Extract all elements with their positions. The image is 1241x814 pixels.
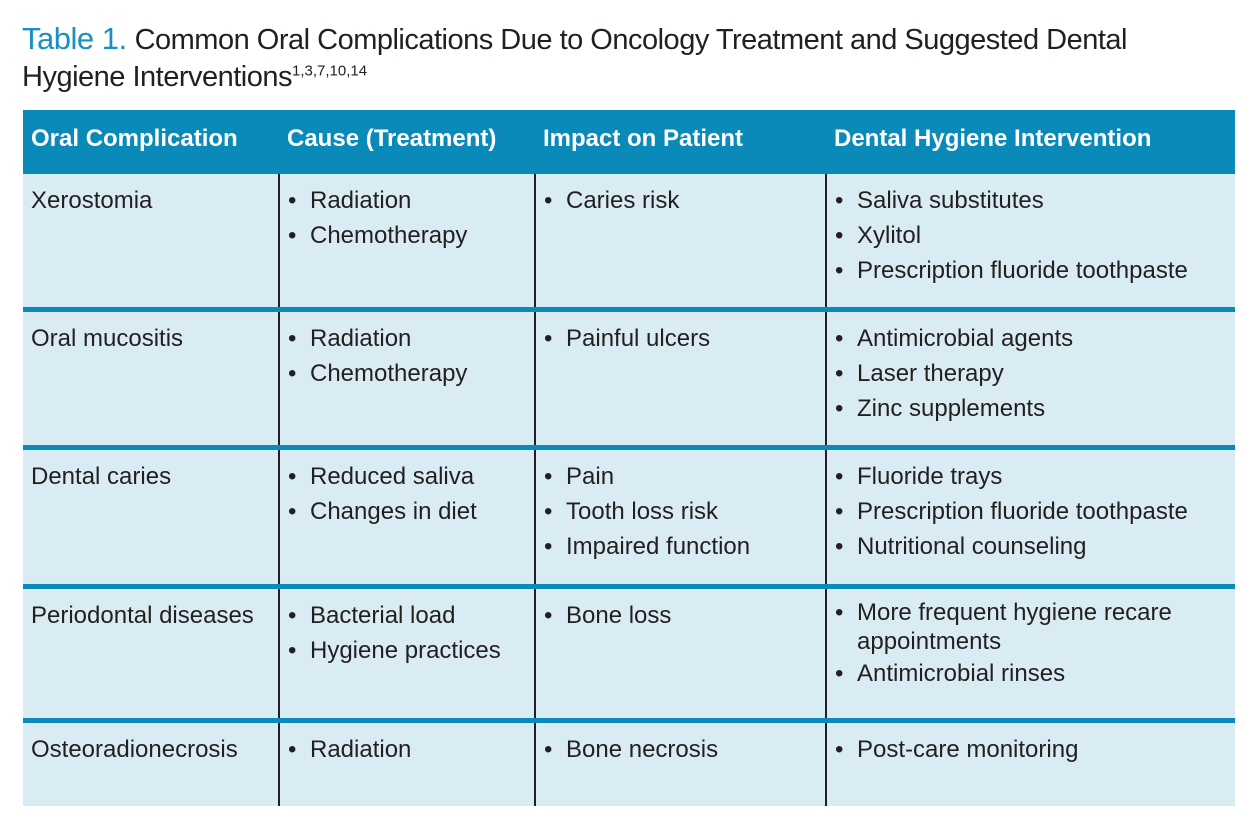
cell-intervention: Antimicrobial agents Laser therapy Zinc … <box>825 306 1235 447</box>
bullet-item: Antimicrobial agents <box>835 321 1227 356</box>
bullet-item: Reduced saliva <box>288 459 526 494</box>
bullet-item: Tooth loss risk <box>544 494 817 529</box>
table-row: Osteoradionecrosis Radiation Bone necros… <box>23 717 1235 806</box>
bullet-item: More frequent hygiene recare appointment… <box>835 598 1227 656</box>
table-row: Xerostomia Radiation Chemotherapy Caries… <box>23 171 1235 309</box>
table-title: Table 1. Common Oral Complications Due to… <box>22 20 1232 96</box>
table-row: Oral mucositis Radiation Chemotherapy Pa… <box>23 306 1235 447</box>
cell-complication: Osteoradionecrosis <box>23 717 279 806</box>
bullet-item: Chemotherapy <box>288 356 526 391</box>
bullet-item: Impaired function <box>544 529 817 564</box>
cell-complication: Xerostomia <box>23 171 279 309</box>
cell-impact: Bone necrosis <box>534 717 826 806</box>
cell-complication: Oral mucositis <box>23 306 279 447</box>
cell-intervention: Post-care monitoring <box>825 717 1235 806</box>
cell-intervention: Saliva substitutes Xylitol Prescription … <box>825 171 1235 309</box>
cell-impact: Pain Tooth loss risk Impaired function <box>534 444 826 586</box>
cell-cause: Radiation Chemotherapy <box>278 306 535 447</box>
complications-table: Oral Complication Cause (Treatment) Impa… <box>23 110 1235 806</box>
cell-cause: Bacterial load Hygiene practices <box>278 583 535 720</box>
cell-intervention: More frequent hygiene recare appointment… <box>825 583 1235 720</box>
cell-impact: Painful ulcers <box>534 306 826 447</box>
bullet-item: Post-care monitoring <box>835 732 1227 767</box>
bullet-item: Prescription fluoride toothpaste <box>835 494 1227 529</box>
bullet-item: Antimicrobial rinses <box>835 656 1227 691</box>
cell-impact: Bone loss <box>534 583 826 720</box>
bullet-item: Zinc supplements <box>835 391 1227 426</box>
bullet-item: Bone loss <box>544 598 817 633</box>
table-label: Table 1. <box>22 21 127 56</box>
cell-impact: Caries risk <box>534 171 826 309</box>
bullet-item: Hygiene practices <box>288 633 526 668</box>
cell-cause: Reduced saliva Changes in diet <box>278 444 535 586</box>
bullet-item: Laser therapy <box>835 356 1227 391</box>
bullet-item: Fluoride trays <box>835 459 1227 494</box>
cell-complication: Periodontal diseases <box>23 583 279 720</box>
cell-cause: Radiation Chemotherapy <box>278 171 535 309</box>
bullet-item: Prescription fluoride toothpaste <box>835 253 1227 288</box>
cell-complication: Dental caries <box>23 444 279 586</box>
cell-intervention: Fluoride trays Prescription fluoride too… <box>825 444 1235 586</box>
header-impact: Impact on Patient <box>535 110 826 174</box>
table-title-text: Common Oral Complications Due to Oncolog… <box>22 24 1128 93</box>
bullet-item: Radiation <box>288 183 526 218</box>
header-cause: Cause (Treatment) <box>279 110 535 174</box>
bullet-item: Chemotherapy <box>288 218 526 253</box>
cell-cause: Radiation <box>278 717 535 806</box>
bullet-item: Painful ulcers <box>544 321 817 356</box>
table-header-row: Oral Complication Cause (Treatment) Impa… <box>23 110 1235 174</box>
bullet-item: Bone necrosis <box>544 732 817 767</box>
reference-superscript: 1,3,7,10,14 <box>292 62 368 80</box>
table-row: Periodontal diseases Bacterial load Hygi… <box>23 583 1235 720</box>
bullet-item: Radiation <box>288 321 526 356</box>
bullet-item: Saliva substitutes <box>835 183 1227 218</box>
table-row: Dental caries Reduced saliva Changes in … <box>23 444 1235 586</box>
bullet-item: Xylitol <box>835 218 1227 253</box>
bullet-item: Bacterial load <box>288 598 526 633</box>
bullet-item: Caries risk <box>544 183 817 218</box>
header-intervention: Dental Hygiene Intervention <box>826 110 1235 174</box>
bullet-item: Nutritional counseling <box>835 529 1227 564</box>
bullet-item: Radiation <box>288 732 526 767</box>
bullet-item: Changes in diet <box>288 494 526 529</box>
header-oral-complication: Oral Complication <box>23 110 279 174</box>
bullet-item: Pain <box>544 459 817 494</box>
